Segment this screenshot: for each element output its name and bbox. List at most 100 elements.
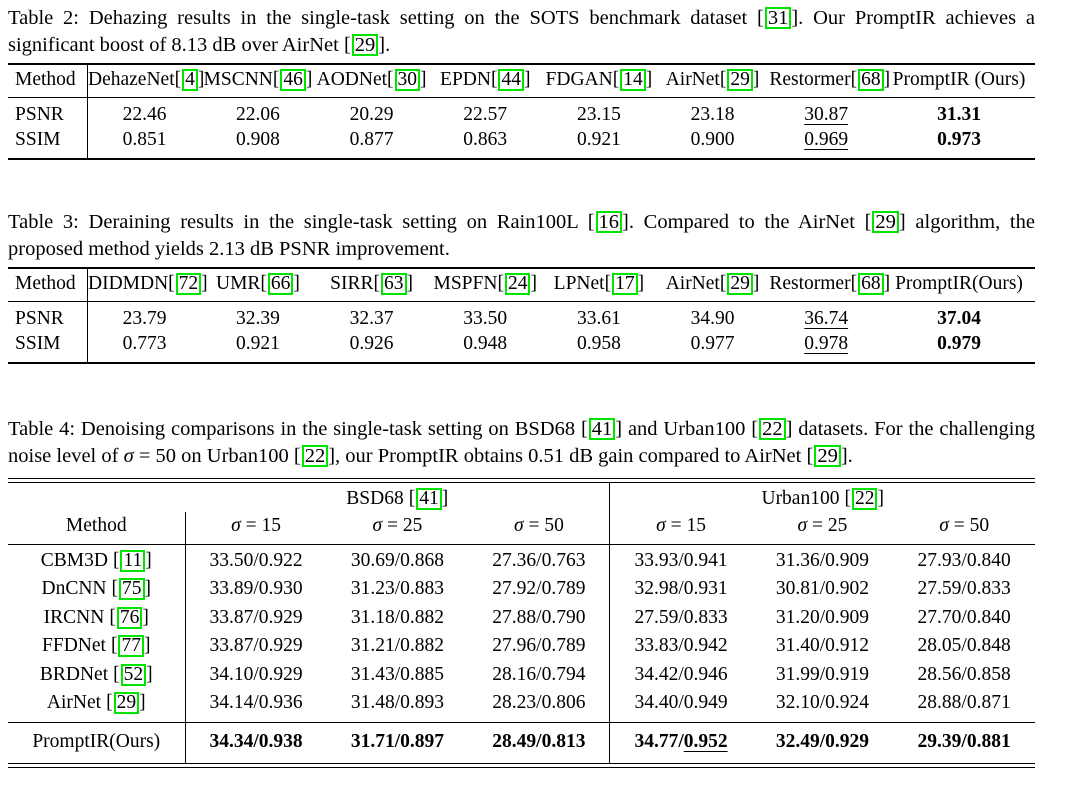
sigma-value: = 15	[665, 514, 706, 536]
citation-number[interactable]: 29	[727, 69, 753, 91]
citation-link[interactable]: 29	[865, 211, 906, 233]
citation-number[interactable]: 63	[381, 273, 407, 295]
citation-link[interactable]: 76	[109, 606, 149, 629]
psnr-ssim-value: 33.83/0.942	[609, 632, 752, 661]
method-result-row: DnCNN 75 33.89/0.930 31.23/0.883 27.92/0.789…	[8, 575, 1035, 604]
citation-number[interactable]: 22	[759, 418, 786, 440]
psnr-ssim-value: 27.59/0.833	[917, 578, 1011, 599]
citation-number[interactable]: 11	[120, 549, 146, 572]
citation-number[interactable]: 29	[872, 211, 899, 233]
citation-number[interactable]: 29	[814, 445, 841, 467]
citation-link[interactable]: 46	[273, 69, 312, 91]
method-header: LPNet 17	[542, 268, 656, 302]
citation-number[interactable]: 29	[351, 34, 379, 56]
citation-number[interactable]: 41	[416, 487, 442, 510]
metric-value: 32.39	[236, 308, 280, 329]
sigma-level-header: σ = 50	[893, 511, 1035, 545]
metric-value: 23.79	[122, 308, 167, 329]
psnr-ssim-value: 28.05/0.848	[917, 635, 1011, 656]
citation-number[interactable]: 31	[764, 7, 792, 29]
citation-link[interactable]: 29	[720, 69, 759, 91]
citation-number[interactable]: 30	[394, 69, 421, 91]
citation-number[interactable]: 4	[182, 69, 198, 91]
method-name: IRCNN	[43, 606, 105, 628]
metric-row: PSNR 23.79 32.39 32.37 33.50 33.61 34.90 36.74 3…	[8, 301, 1035, 331]
citation-link[interactable]: 44	[491, 69, 530, 91]
citation-link[interactable]: 16	[588, 211, 629, 233]
method-result-row: BRDNet 52 34.10/0.929 31.43/0.885 28.16/0.79…	[8, 660, 1035, 689]
citation-link[interactable]: 77	[111, 635, 150, 657]
method-name: AirNet	[665, 273, 720, 294]
citation-link[interactable]: 72	[168, 273, 208, 295]
caption-text: .	[385, 34, 391, 56]
citation-number[interactable]: 68	[858, 273, 884, 295]
method-label: CBM3D 11	[8, 544, 186, 575]
method-label: IRCNN 76	[8, 603, 186, 632]
metric-value: 22.06	[236, 104, 280, 125]
citation-number[interactable]: 29	[113, 692, 140, 714]
metric-value: 0.900	[690, 129, 735, 150]
citation-number[interactable]: 41	[588, 418, 616, 440]
citation-link[interactable]: 17	[605, 273, 644, 295]
method-name: SIRR	[330, 273, 374, 294]
psnr-ssim-value: 30.69/0.868	[350, 549, 445, 571]
citation-link[interactable]: 29	[344, 34, 385, 56]
citation-number[interactable]: 77	[118, 635, 144, 657]
citation-number[interactable]: 68	[858, 69, 884, 91]
citation-link[interactable]: 68	[851, 273, 890, 295]
psnr-ssim-value: 33.93/0.941	[609, 544, 752, 575]
citation-number[interactable]: 17	[612, 273, 638, 295]
citation-link[interactable]: 30	[387, 69, 427, 91]
citation-link[interactable]: 41	[409, 487, 448, 510]
citation-number[interactable]: 46	[280, 69, 306, 91]
citation-link[interactable]: 68	[851, 69, 890, 91]
citation-number[interactable]: 72	[175, 273, 202, 295]
citation-link[interactable]: 4	[175, 69, 204, 91]
method-header: DIDMDN 72	[87, 268, 208, 302]
citation-link[interactable]: 75	[112, 578, 151, 600]
citation-link[interactable]: 29	[720, 273, 759, 295]
method-name: MSCNN	[203, 69, 273, 90]
method-header: PromptIR (Ours)	[883, 64, 1035, 98]
method-name: AirNet	[665, 69, 720, 90]
method-name: EPDN	[440, 69, 491, 90]
citation-link[interactable]: 29	[806, 445, 848, 467]
psnr-ssim-value: 31.20/0.909	[775, 606, 870, 628]
citation-number[interactable]: 22	[301, 445, 329, 467]
citation-link[interactable]: 63	[374, 273, 413, 295]
citation-link[interactable]: 31	[757, 7, 798, 29]
citation-number[interactable]: 75	[119, 578, 145, 600]
citation-number[interactable]: 16	[595, 211, 623, 233]
citation-number[interactable]: 44	[498, 69, 524, 91]
citation-link[interactable]: 22	[844, 487, 884, 510]
method-label: DnCNN 75	[8, 575, 186, 604]
metric-row: PSNR 22.46 22.06 20.29 22.57 23.15 23.18 30.87 3…	[8, 97, 1035, 127]
citation-number[interactable]: 52	[120, 663, 147, 686]
citation-number[interactable]: 76	[116, 606, 143, 629]
citation-link[interactable]: 24	[497, 273, 537, 295]
citation-link[interactable]: 22	[751, 418, 792, 440]
method-name: PromptIR(Ours)	[895, 273, 1023, 294]
citation-link[interactable]: 41	[581, 418, 622, 440]
citation-number[interactable]: 29	[727, 273, 753, 295]
citation-link[interactable]: 11	[113, 549, 152, 572]
metric-value: 23.18	[690, 104, 735, 125]
citation-number[interactable]: 22	[851, 487, 878, 510]
method-header: EPDN 44	[428, 64, 543, 98]
citation-link[interactable]: 66	[260, 273, 300, 295]
dataset-group-row: BSD68 41 Urban100 22	[8, 482, 1035, 512]
citation-number[interactable]: 14	[620, 69, 646, 91]
psnr-ssim-value: 34.14/0.936	[209, 692, 303, 713]
table3-caption: Table 3: Deraining results in the single…	[8, 209, 1035, 263]
citation-link[interactable]: 14	[613, 69, 652, 91]
citation-link[interactable]: 29	[106, 692, 146, 714]
method-name: FDGAN	[545, 69, 613, 90]
method-header: PromptIR(Ours)	[883, 268, 1035, 302]
citation-number[interactable]: 66	[267, 273, 294, 295]
citation-link[interactable]: 22	[294, 445, 335, 467]
metric-value: 23.15	[576, 104, 621, 125]
citation-link[interactable]: 52	[113, 663, 153, 686]
citation-number[interactable]: 24	[504, 273, 531, 295]
